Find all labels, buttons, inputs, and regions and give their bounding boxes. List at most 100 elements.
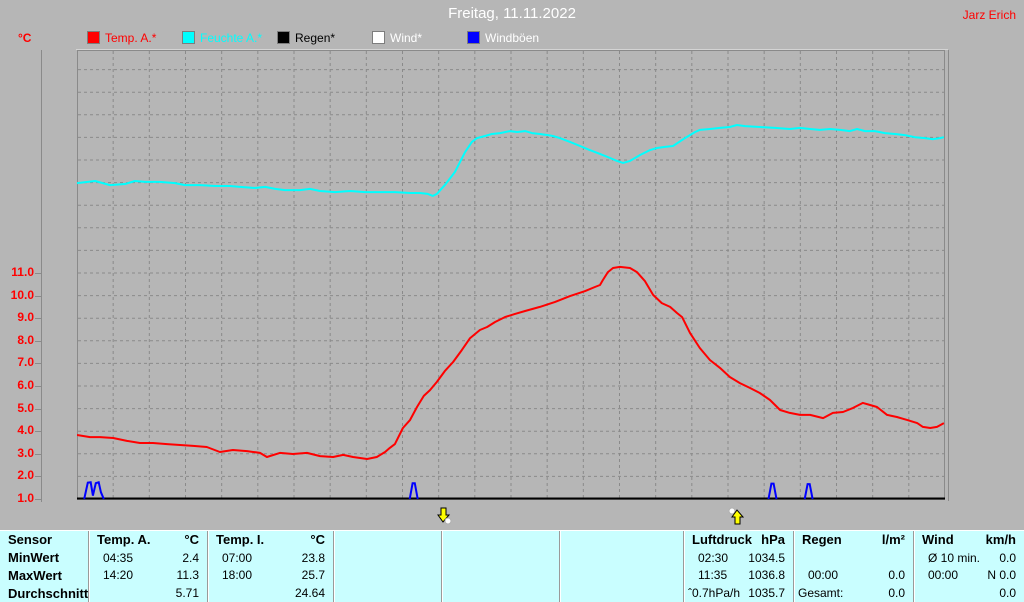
col-unit: °C [310,532,325,548]
y-axis-line [41,50,42,502]
y-axis-label: 7.0 [17,355,34,370]
max-time: 14:20 [103,568,134,583]
stats-table: Sensor MinWert MaxWert Durchschnitt Temp… [0,530,1024,602]
y-axis-label: 5.0 [17,400,34,415]
avg-10min-label: Ø 10 min. [928,550,981,565]
avg-value: 0.0 [999,586,1016,601]
max-time: 18:00 [222,568,253,583]
avg-10min-value: 0.0 [999,550,1016,565]
avg-value: 24.64 [294,586,325,601]
y-axis-label: 2.0 [17,468,34,483]
row-label-maxwert: MaxWert [8,567,62,583]
plot-frame-highlight [76,49,948,50]
table-col-temp-a: Temp. A. °C 04:35 2.4 14:20 11.3 5.71 [88,531,207,602]
y-axis-tick [35,453,41,455]
y-axis-tick [35,386,41,387]
y-axis-label: 8.0 [17,332,34,347]
max-value: 25.7 [301,568,325,583]
legend-swatch-icon [277,31,290,44]
min-value: 2.4 [182,550,199,565]
y-axis: 11.0 10.0 9.0 8.0 7.0 6.0 5.0 4.0 3.0 2.0 1.0 [0,50,42,506]
table-col-empty-2 [441,531,559,602]
y-axis-tick [35,476,41,478]
series-Windböen [767,482,778,500]
legend-item-regen-[interactable]: Regen* [277,30,336,45]
col-header: Temp. A. [97,532,151,548]
avg-value: 1035.7 [748,586,785,601]
max-time: 00:00 [808,568,839,583]
sun-up-marker-icon [728,507,745,525]
trend-label: ˆ0.7hPa/h [688,586,741,601]
table-col-empty-3 [559,531,683,602]
legend-item-label: Wind* [390,30,423,45]
legend-item-wind-[interactable]: Wind* [372,30,423,45]
col-unit: hPa [761,532,785,548]
col-header: Temp. I. [216,532,265,548]
y-axis-tick [35,340,41,342]
legend-item-feuchte-a-[interactable]: Feuchte A.* [182,30,263,45]
plot-frame-right-line [948,50,949,501]
sun-down-marker-icon [436,507,452,525]
plot-area[interactable] [77,50,945,500]
table-col-sensor: Sensor MinWert MaxWert Durchschnitt [0,531,88,602]
max-value: 11.3 [176,568,199,583]
total-value: 0.0 [888,586,905,601]
col-unit: km/h [985,532,1016,548]
col-unit: l/m² [881,532,905,548]
y-axis-label: 4.0 [17,423,34,438]
series-Windböen [83,481,105,500]
y-axis-tick [35,431,41,433]
y-axis-label: 9.0 [17,310,34,325]
series-Windböen [408,482,419,500]
row-label-minwert: MinWert [8,550,60,566]
series-Windböen [803,483,814,500]
owner-label: Jarz Erich [962,8,1016,22]
legend-item-label: Windböen [485,30,540,45]
y-axis-label: 6.0 [17,378,34,392]
legend-item-label: Regen* [295,30,336,45]
y-axis-tick [35,408,41,410]
table-col-wind: Wind km/h Ø 10 min. 0.0 00:00 N 0.0 0.0 [913,531,1024,602]
max-time: 11:35 [698,568,728,583]
col-header: Regen [802,532,842,548]
legend-item-temp-a-[interactable]: Temp. A.* [87,31,156,45]
legend-swatch-icon [467,31,480,44]
col-header: Sensor [8,532,53,548]
max-value: 1036.8 [748,568,785,583]
legend-swatch-icon [87,31,100,44]
row-label-durchschnitt: Durchschnitt [8,585,88,601]
col-header: Wind [922,532,954,548]
chart-canvas[interactable] [77,50,945,500]
min-value: 23.8 [301,550,325,565]
min-time: 04:35 [103,550,134,565]
min-time: 02:30 [698,550,729,565]
table-col-empty-1 [333,531,441,602]
table-col-temp-i: Temp. I. °C 07:00 23.8 18:00 25.7 24.64 [207,531,333,602]
legend-item-label: Feuchte A.* [200,30,263,45]
y-axis-tick [35,318,41,320]
y-axis-tick [35,273,41,274]
min-value: 1034.5 [748,550,785,565]
max-time: 00:00 [928,568,959,583]
y-axis-label: 1.0 [17,491,34,505]
max-value: 0.0 [888,568,905,583]
y-axis-label: 11.0 [11,265,34,279]
col-unit: °C [184,532,199,548]
series-Feuchte A. [77,124,945,197]
legend-swatch-icon [182,31,195,44]
table-col-luftdruck: Luftdruck hPa 02:30 1034.5 11:35 1036.8 ˆ0.… [683,531,793,602]
y-axis-tick [35,295,41,297]
table-col-regen: Regen l/m² 00:00 0.0 Gesamt: 0.0 [793,531,913,602]
total-label: Gesamt: [798,586,844,601]
legend-item-windböen[interactable]: Windböen [467,30,540,45]
y-axis-label: 3.0 [17,445,34,460]
chart-legend: °C Temp. A.* Feuchte A.* Regen* Wind* Windbö… [0,0,1024,46]
y-axis-tick [35,363,41,365]
y-axis-unit-label: °C [18,31,32,45]
col-header: Luftdruck [692,532,752,548]
page-title: Freitag, 11.11.2022 [448,5,576,22]
y-axis-label: 10.0 [10,287,34,302]
min-time: 07:00 [222,550,253,565]
max-value: N 0.0 [987,568,1016,583]
